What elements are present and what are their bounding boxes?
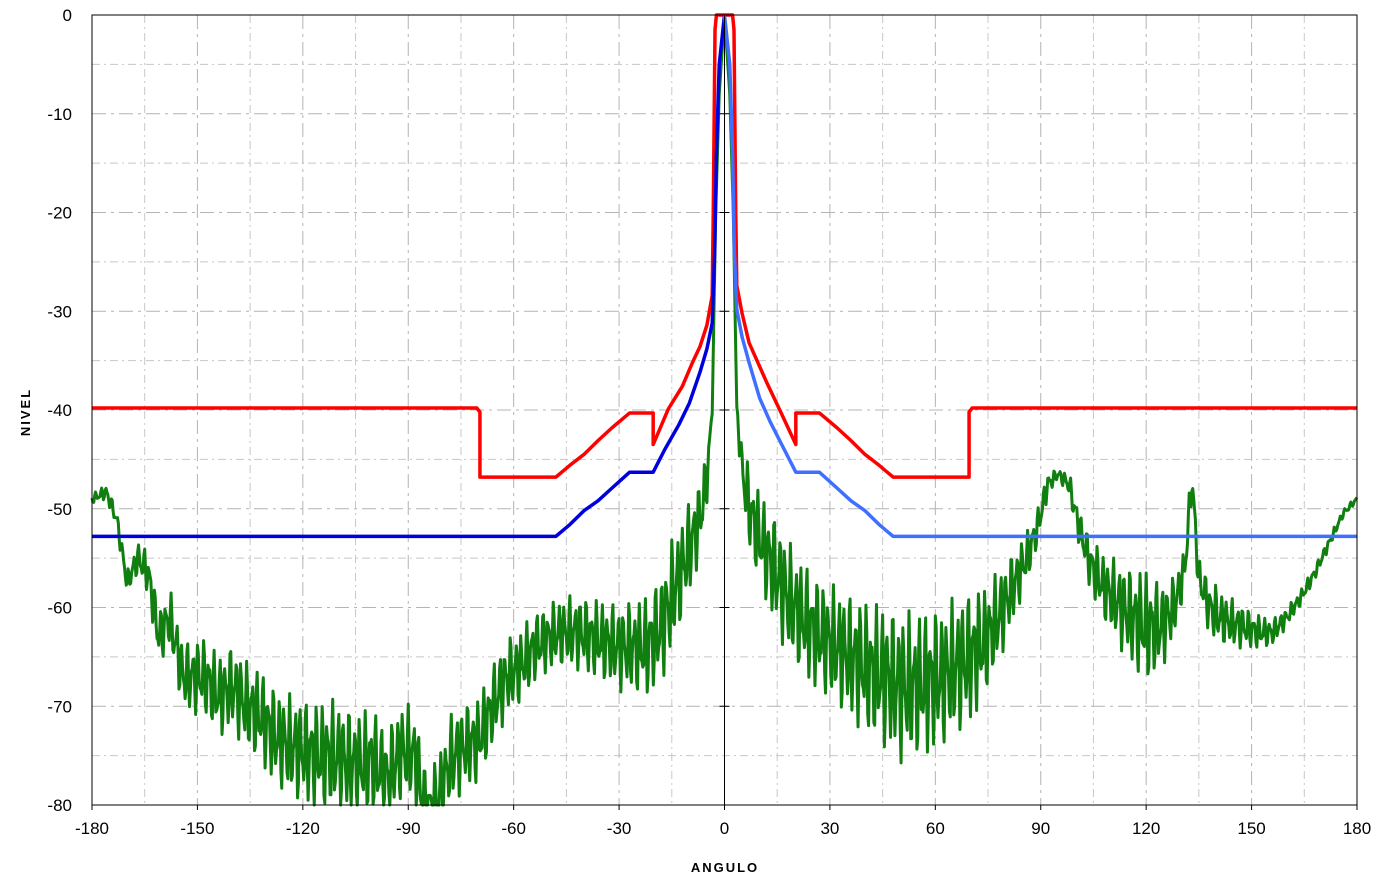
x-tick-label: 180 [1343,819,1371,838]
mask-series-line-1 [92,14,727,539]
y-tick-label: -60 [47,599,72,618]
x-tick-label: -180 [75,819,109,838]
y-axis-title: NIVEL [18,388,33,436]
x-tick-label: 30 [820,819,839,838]
y-tick-labels: 0 -10 -20 -30 -40 -50 -60 -70 -80 [47,6,72,815]
y-tick-label: -10 [47,105,72,124]
x-tick-label: -60 [501,819,526,838]
x-tick-label: 90 [1031,819,1050,838]
x-tick-label: 150 [1237,819,1265,838]
y-tick-label: 0 [63,6,72,25]
axes [91,14,1358,810]
x-tick-label: 120 [1132,819,1160,838]
x-axis-title: ANGULO [691,860,759,875]
y-tick-label: -80 [47,796,72,815]
x-tick-label: 0 [720,819,729,838]
y-tick-label: -70 [47,697,72,716]
y-tick-label: -50 [47,500,72,519]
y-tick-label: -40 [47,401,72,420]
x-tick-label: 60 [926,819,945,838]
x-tick-labels: -180 -150 -120 -90 -60 -30 0 30 60 90 120 150 180 [75,819,1371,838]
x-tick-label: -120 [286,819,320,838]
mask-series-line-2 [722,14,1357,539]
y-tick-label: -20 [47,204,72,223]
x-tick-label: -90 [396,819,421,838]
x-tick-label: -150 [180,819,214,838]
y-tick-label: -30 [47,302,72,321]
x-tick-label: -30 [607,819,632,838]
